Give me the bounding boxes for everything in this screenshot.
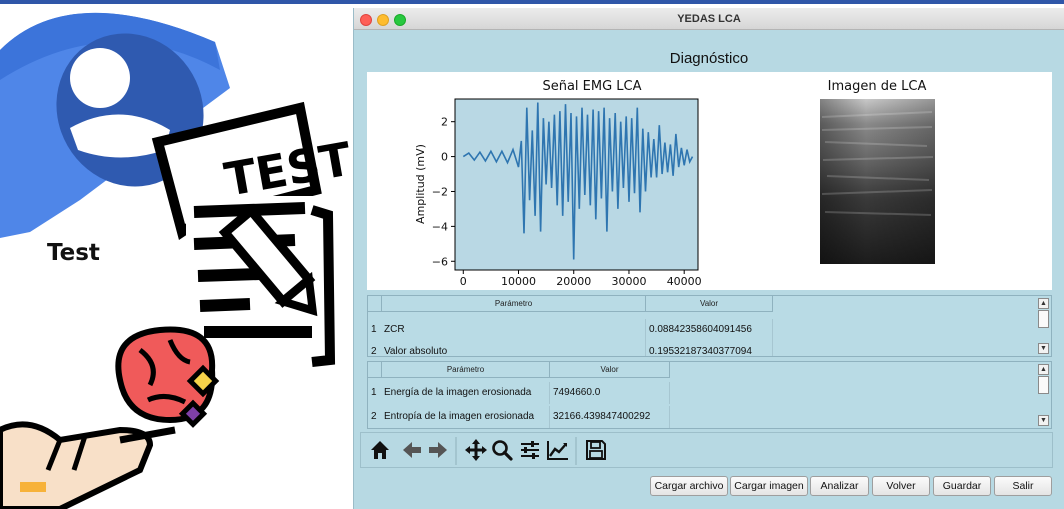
save-figure-icon[interactable] — [583, 437, 609, 463]
parameter-cell: Energía de la imagen erosionada — [382, 382, 550, 404]
forward-arrow-icon[interactable] — [425, 437, 451, 463]
parameter-cell: Valor absoluto — [384, 341, 646, 356]
scroll-thumb[interactable] — [1038, 376, 1049, 394]
x-tick-label: 10000 — [501, 275, 536, 288]
emg-y-axis-label: Amplitud (mV) — [414, 144, 427, 224]
toolbar-separator — [455, 437, 457, 465]
row-index: 1 — [371, 324, 377, 335]
scroll-up-icon[interactable]: ▲ — [1038, 364, 1049, 375]
scroll-thumb[interactable] — [1038, 310, 1049, 328]
column-header-parameter: Parámetro — [382, 296, 646, 312]
zoom-icon[interactable] — [489, 437, 515, 463]
page-heading: Diagnóstico — [669, 50, 749, 67]
plot-toolbar — [360, 432, 1053, 468]
value-cell: 7494660.0 — [553, 382, 670, 404]
column-header-parameter: Parámetro — [382, 362, 550, 378]
table-row[interactable]: 2 Entropía de la imagen erosionada 32166… — [368, 406, 670, 428]
table-row[interactable]: 1 ZCR 0.08842358604091456 — [368, 319, 773, 341]
maximize-window-icon[interactable] — [394, 14, 406, 26]
home-icon[interactable] — [367, 437, 393, 463]
x-tick-label: 20000 — [556, 275, 591, 288]
emg-chart: Señal EMG LCA 0 10000 20000 30000 40000 −6 −4 −… — [414, 79, 935, 288]
parameter-cell: ZCR — [384, 319, 646, 341]
row-index: 2 — [371, 346, 377, 357]
scroll-down-icon[interactable]: ▼ — [1038, 343, 1049, 354]
pan-icon[interactable] — [463, 437, 489, 463]
x-tick-label: 40000 — [667, 275, 702, 288]
edit-axes-icon[interactable] — [545, 437, 571, 463]
back-arrow-icon[interactable] — [399, 437, 425, 463]
y-tick-label: −6 — [432, 255, 448, 268]
figure-canvas[interactable]: Señal EMG LCA 0 10000 20000 30000 40000 −6 −4 −… — [367, 72, 1052, 290]
app-window: YEDAS LCA Diagnóstico Señal EMG LCA 0 100… — [353, 8, 1064, 509]
y-tick-label: 0 — [441, 151, 448, 164]
analyze-button[interactable]: Analizar — [810, 476, 869, 496]
emg-chart-title: Señal EMG LCA — [542, 79, 641, 94]
parameter-cell: Entropía de la imagen erosionada — [382, 406, 550, 428]
value-cell: 0.08842358604091456 — [649, 319, 773, 341]
vertical-scrollbar[interactable]: ▲ ▼ — [1038, 298, 1049, 354]
row-index: 1 — [371, 387, 377, 398]
y-tick-label: −4 — [432, 220, 448, 233]
lca-ultrasound-image — [820, 99, 935, 264]
scroll-up-icon[interactable]: ▲ — [1038, 298, 1049, 309]
table-row[interactable]: 2 Valor absoluto 0.19532187340377094 — [368, 341, 773, 357]
column-header-value: Valor — [550, 362, 670, 378]
x-tick-label: 0 — [460, 275, 467, 288]
row-index-header — [368, 362, 382, 378]
table-header: Parámetro Valor — [368, 296, 773, 312]
x-tick-label: 30000 — [611, 275, 646, 288]
configure-subplots-icon[interactable] — [517, 437, 543, 463]
signal-parameters-table[interactable]: Parámetro Valor 1 ZCR 0.0884235860409145… — [367, 295, 1052, 357]
column-header-value: Valor — [646, 296, 773, 312]
slide-decoration: TEST Test — [0, 0, 356, 509]
table-row[interactable]: 1 Energía de la imagen erosionada 749466… — [368, 382, 670, 404]
lca-image-title: Imagen de LCA — [828, 79, 927, 94]
slide-top-line — [0, 0, 1064, 4]
vertical-scrollbar[interactable]: ▲ ▼ — [1038, 364, 1049, 426]
scroll-down-icon[interactable]: ▼ — [1038, 415, 1049, 426]
y-tick-label: −2 — [432, 185, 448, 198]
exit-button[interactable]: Salir — [994, 476, 1052, 496]
load-file-button[interactable]: Cargar archivo — [650, 476, 728, 496]
window-title: YEDAS LCA — [677, 13, 741, 25]
window-titlebar: YEDAS LCA — [354, 8, 1064, 30]
test-sheet-icon: TEST — [151, 101, 356, 367]
slide-test-label: Test — [47, 240, 100, 266]
brain-hand-icon — [0, 326, 220, 509]
toolbar-separator — [575, 437, 577, 465]
minimize-window-icon[interactable] — [377, 14, 389, 26]
y-tick-label: 2 — [441, 116, 448, 129]
back-button[interactable]: Volver — [872, 476, 930, 496]
row-index: 2 — [371, 411, 377, 422]
row-index-header — [368, 296, 382, 312]
value-cell: 32166.439847400292 — [553, 406, 670, 428]
table-header: Parámetro Valor — [368, 362, 670, 378]
close-window-icon[interactable] — [360, 14, 372, 26]
save-button[interactable]: Guardar — [933, 476, 991, 496]
emg-signal-line — [462, 102, 694, 260]
load-image-button[interactable]: Cargar imagen — [730, 476, 808, 496]
image-parameters-table[interactable]: Parámetro Valor 1 Energía de la imagen e… — [367, 361, 1052, 429]
value-cell: 0.19532187340377094 — [649, 341, 773, 356]
